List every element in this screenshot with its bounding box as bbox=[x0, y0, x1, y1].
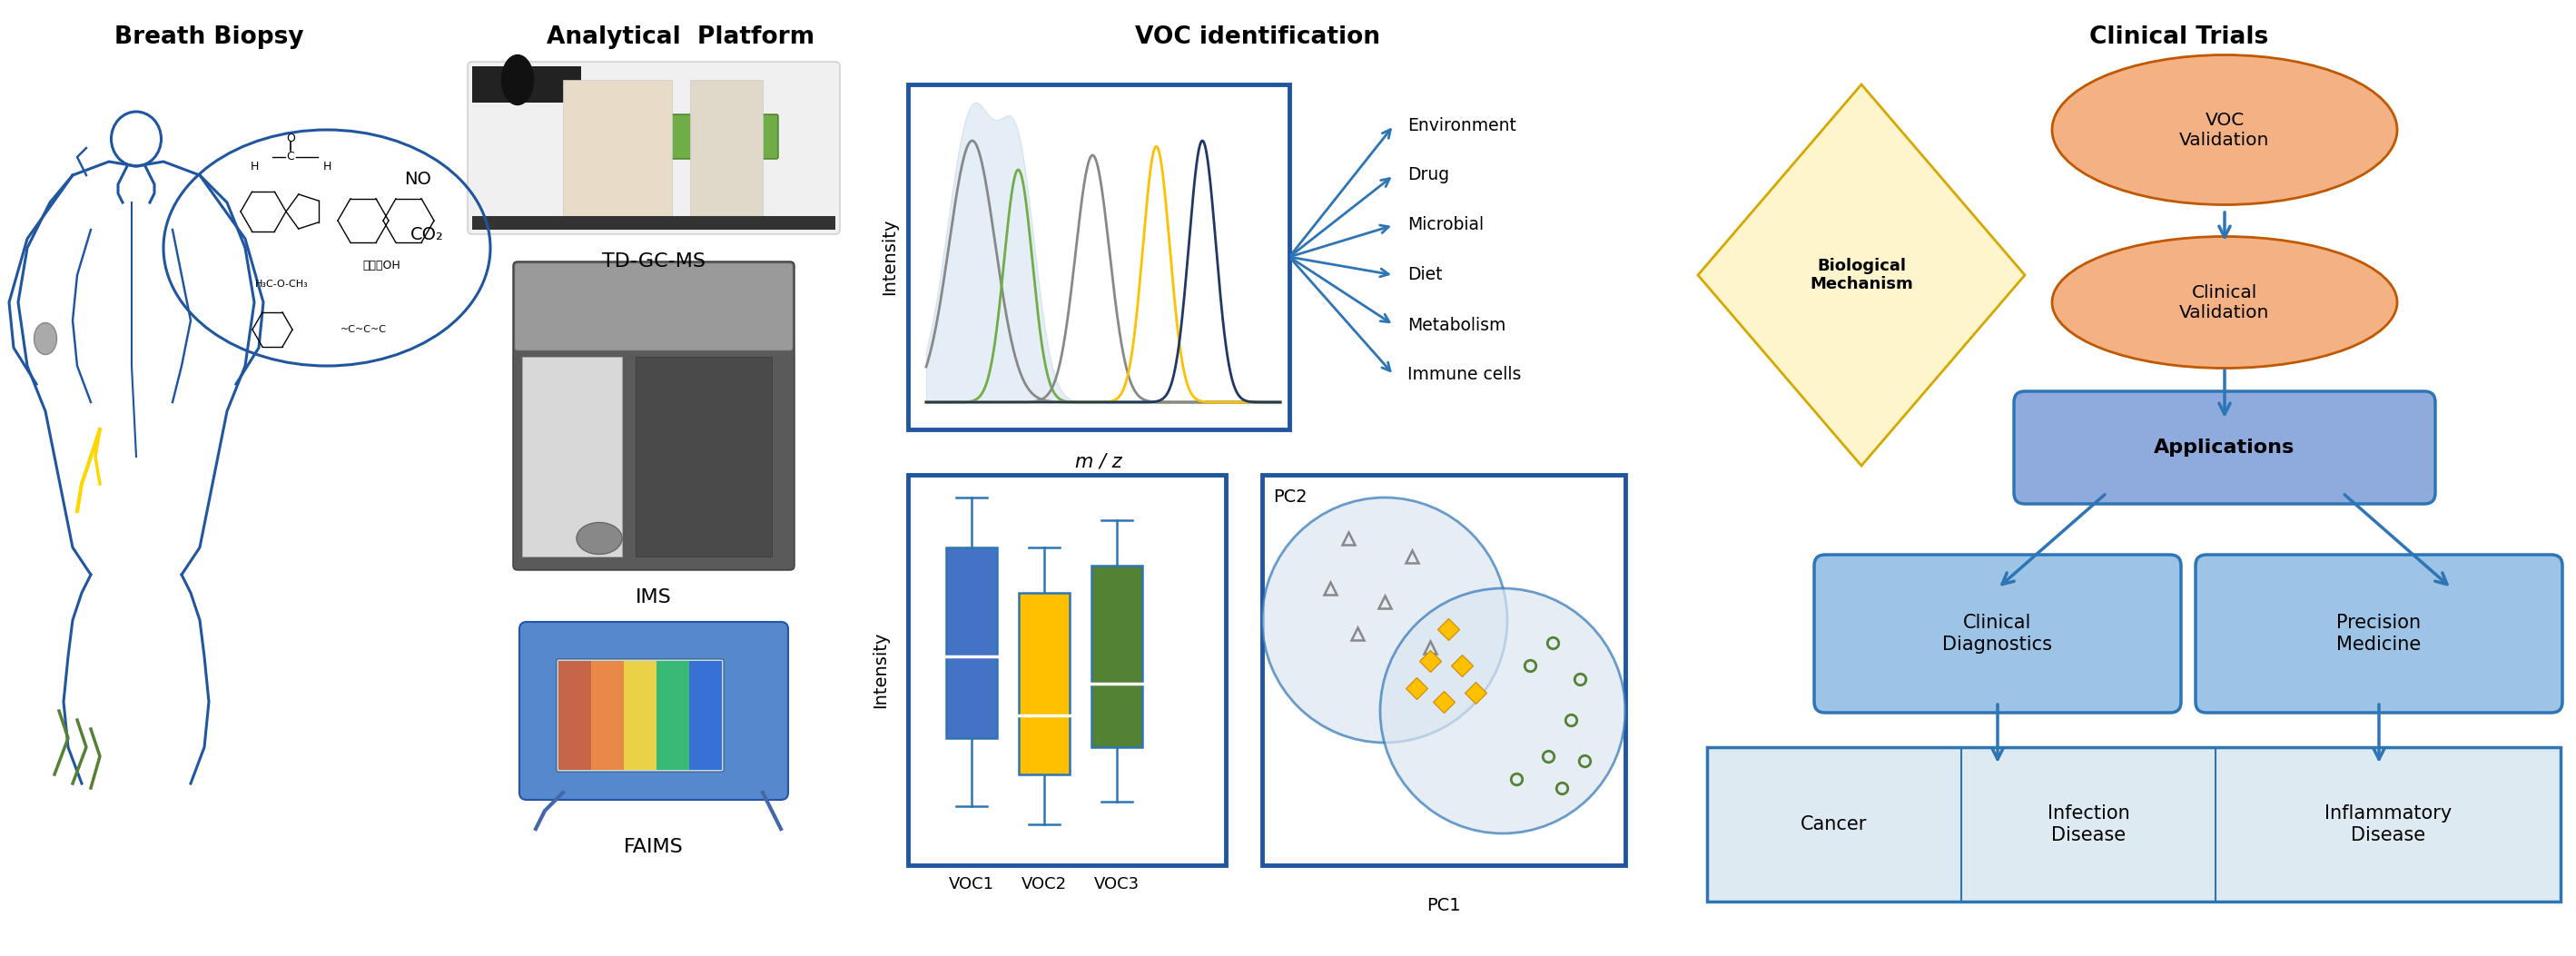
Text: IMS: IMS bbox=[636, 588, 672, 606]
Text: VOC2: VOC2 bbox=[1023, 876, 1066, 893]
Text: Clinical
Validation: Clinical Validation bbox=[2179, 284, 2269, 321]
Text: FAIMS: FAIMS bbox=[623, 838, 683, 857]
FancyBboxPatch shape bbox=[556, 659, 724, 771]
FancyBboxPatch shape bbox=[670, 115, 714, 159]
Bar bbox=[1018, 593, 1069, 774]
Text: CO₂: CO₂ bbox=[410, 226, 443, 243]
Ellipse shape bbox=[577, 523, 621, 554]
FancyBboxPatch shape bbox=[1708, 748, 2561, 902]
Bar bbox=[657, 661, 690, 770]
Text: H₃C-O-CH₃: H₃C-O-CH₃ bbox=[255, 279, 309, 289]
Bar bbox=[471, 216, 835, 229]
Text: ～～～OH: ～～～OH bbox=[363, 260, 399, 272]
FancyBboxPatch shape bbox=[1814, 554, 2182, 712]
FancyBboxPatch shape bbox=[2195, 554, 2563, 712]
FancyBboxPatch shape bbox=[907, 84, 1291, 429]
FancyBboxPatch shape bbox=[515, 263, 793, 351]
Text: Clinical Trials: Clinical Trials bbox=[2089, 26, 2269, 49]
Ellipse shape bbox=[2053, 54, 2398, 205]
Text: Biological
Mechanism: Biological Mechanism bbox=[1811, 257, 1914, 293]
Text: Environment: Environment bbox=[1406, 117, 1517, 134]
FancyBboxPatch shape bbox=[513, 262, 793, 570]
Text: Applications: Applications bbox=[2154, 439, 2295, 457]
Text: C: C bbox=[286, 151, 294, 163]
Bar bbox=[564, 80, 672, 226]
FancyBboxPatch shape bbox=[907, 475, 1226, 865]
Text: Microbial: Microbial bbox=[1406, 216, 1484, 234]
FancyBboxPatch shape bbox=[605, 115, 652, 159]
Circle shape bbox=[1381, 588, 1625, 834]
Text: O: O bbox=[286, 133, 296, 144]
Text: VOC3: VOC3 bbox=[1095, 876, 1139, 893]
Bar bbox=[690, 80, 762, 226]
Text: Infection
Disease: Infection Disease bbox=[2048, 805, 2130, 844]
Text: Precision
Medicine: Precision Medicine bbox=[2336, 614, 2421, 653]
Bar bbox=[623, 661, 657, 770]
Text: TD-GC-MS: TD-GC-MS bbox=[603, 252, 706, 271]
Text: H: H bbox=[250, 161, 258, 172]
Ellipse shape bbox=[33, 323, 57, 355]
Circle shape bbox=[1262, 497, 1507, 743]
Bar bbox=[945, 548, 997, 738]
Text: Clinical
Diagnostics: Clinical Diagnostics bbox=[1942, 614, 2053, 653]
Polygon shape bbox=[1698, 84, 2025, 466]
Text: VOC identification: VOC identification bbox=[1136, 26, 1381, 49]
FancyBboxPatch shape bbox=[1262, 475, 1625, 865]
Bar bbox=[690, 661, 721, 770]
Bar bbox=[559, 661, 590, 770]
Ellipse shape bbox=[502, 54, 533, 105]
Text: Drug: Drug bbox=[1406, 166, 1450, 184]
FancyBboxPatch shape bbox=[734, 115, 778, 159]
Text: VOC
Validation: VOC Validation bbox=[2179, 111, 2269, 148]
Bar bbox=[1092, 566, 1141, 748]
Text: H: H bbox=[322, 161, 332, 172]
Text: PC1: PC1 bbox=[1427, 897, 1461, 914]
Text: Intensity: Intensity bbox=[873, 632, 889, 708]
Bar bbox=[523, 357, 621, 556]
Text: Breath Biopsy: Breath Biopsy bbox=[113, 26, 304, 49]
Text: Inflammatory
Disease: Inflammatory Disease bbox=[2324, 805, 2452, 844]
FancyBboxPatch shape bbox=[2014, 391, 2434, 504]
Bar bbox=[590, 661, 623, 770]
Text: NO: NO bbox=[404, 171, 430, 188]
Text: ~C~C~C: ~C~C~C bbox=[340, 325, 386, 334]
Text: Diet: Diet bbox=[1406, 267, 1443, 284]
Text: Immune cells: Immune cells bbox=[1406, 366, 1522, 383]
FancyBboxPatch shape bbox=[469, 62, 840, 234]
Bar bbox=[471, 66, 582, 102]
Text: Intensity: Intensity bbox=[881, 219, 899, 295]
Text: PC2: PC2 bbox=[1273, 489, 1306, 506]
Text: Analytical  Platform: Analytical Platform bbox=[546, 26, 814, 49]
Text: Cancer: Cancer bbox=[1801, 815, 1868, 834]
Text: Metabolism: Metabolism bbox=[1406, 316, 1507, 334]
Ellipse shape bbox=[2053, 236, 2398, 368]
Text: m / z: m / z bbox=[1074, 452, 1123, 470]
FancyBboxPatch shape bbox=[520, 622, 788, 800]
Bar bbox=[636, 357, 773, 556]
Text: VOC1: VOC1 bbox=[948, 876, 994, 893]
